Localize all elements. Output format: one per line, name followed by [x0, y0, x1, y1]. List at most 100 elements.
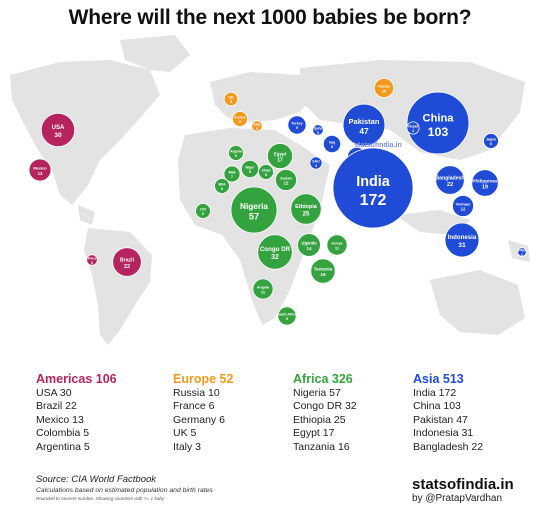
bubble-value-label: 31: [458, 242, 466, 249]
bubble-indonesia: [444, 222, 480, 258]
legend-item: France 6: [173, 400, 215, 413]
legend-europe: Europe 52 Russia 10 France 6 Germany 6 U…: [173, 372, 298, 454]
legend-item: Colombia 5: [36, 427, 90, 440]
bubble-mexico: [28, 158, 52, 182]
bubble-ethiopia: [290, 193, 322, 225]
bubble-value-label: 19: [482, 185, 488, 191]
legend-heading: Europe 52: [173, 372, 234, 386]
bubble-name-label: Russia: [378, 85, 390, 89]
bubble-name-label: Philippines: [472, 178, 498, 184]
legend-americas: Americas 106 USA 30 Brazil 22 Mexico 13 …: [36, 372, 161, 454]
bubble-nepal: [406, 121, 420, 135]
bubble-pakistan: [342, 103, 386, 147]
legend-item: Russia 10: [173, 387, 220, 399]
bubble-congo-dr: [257, 234, 293, 270]
bubble-name-label: Mexico: [33, 166, 47, 171]
bubble-name-label: Japen: [486, 138, 496, 142]
bubble-value-label: 3: [317, 131, 319, 135]
bubble-value-label: 11: [261, 290, 266, 295]
legend-item: India 172: [413, 387, 457, 399]
bubble-name-label: USA: [52, 125, 65, 131]
bubble-philippines: [471, 169, 499, 197]
bubble-value-label: 5: [230, 100, 232, 104]
bubble-value-label: 47: [359, 126, 369, 136]
bubble-name-label: India: [356, 174, 391, 190]
bubble-name-label: Algeria: [230, 150, 242, 154]
legend-item: Pakistan 47: [413, 413, 468, 426]
bubble-name-label: CIV: [200, 208, 207, 212]
bubble-uk: [223, 91, 239, 107]
bubble-france: [232, 111, 248, 127]
bubble-value-label: 6: [202, 212, 204, 216]
bubble-japen: [483, 133, 499, 149]
land-shape: [10, 60, 160, 205]
bubble-vietnam: [452, 195, 474, 217]
bubble-png: [517, 247, 527, 257]
bubble-sudan: [275, 169, 297, 191]
bubble-name-label: Mali: [229, 171, 236, 175]
legend-heading: Americas 106: [36, 372, 117, 386]
bubble-value-label: 6: [239, 120, 241, 124]
bubble-value-label: 4: [412, 129, 414, 133]
bubble-value-label: 7: [231, 175, 233, 179]
legend-item: Brazil 22: [36, 400, 77, 413]
legend-item: USA 30: [36, 387, 72, 399]
bubble-value-label: 25: [303, 210, 310, 217]
bubble-bangladesh: [435, 165, 465, 195]
bubble-name-label: Sudan: [280, 177, 292, 181]
bubble-value-label: 11: [335, 246, 340, 251]
legend-heading: Asia 513: [413, 372, 464, 386]
bubble-niger: [240, 159, 260, 179]
bubble-name-label: Chad: [262, 169, 271, 173]
bubble-name-label: SAU: [312, 160, 320, 164]
legend-item: Egypt 17: [293, 427, 335, 440]
rounding-note: Rounded to nearest number. Showing count…: [36, 496, 165, 501]
bubble-name-label: Vietnam: [456, 203, 471, 207]
legend-item: Congo DR 32: [293, 400, 357, 413]
bubble-value-label: 103: [428, 125, 449, 139]
bubble-value-label: 172: [360, 192, 387, 209]
bubble-angola: [252, 278, 274, 300]
bubble-name-label: Turkey: [291, 122, 302, 126]
bubble-india: [332, 147, 414, 229]
bubble-value-label: 3: [91, 261, 93, 265]
bubble-name-label: Bangladesh: [435, 175, 464, 181]
legend-item: Mexico 13: [36, 413, 84, 426]
bubble-value-label: 10: [382, 89, 386, 93]
legend-item: Bangladesh 22: [413, 440, 484, 453]
source-note: Source: CIA World Factbook: [36, 474, 157, 485]
bubble-value-label: 6: [490, 142, 492, 146]
bubble-name-label: Angola: [257, 286, 270, 290]
bubble-map: USA30Mexico13Brazil22Peru3UK5France6Ital…: [10, 35, 530, 345]
bubble-value-label: 12: [461, 207, 466, 212]
bubble-name-label: Congo DR: [260, 246, 291, 253]
bubble-name-label: Nigeria: [240, 202, 268, 211]
bubble-name-label: Ethiopia: [295, 204, 318, 210]
bubble-value-label: 14: [306, 246, 312, 251]
bubble-value-label: 32: [271, 254, 279, 261]
bubble-value-label: 6: [265, 173, 267, 177]
bubble-civ: [195, 203, 211, 219]
calculation-note: Calculations based on estimated populati…: [36, 487, 213, 494]
legend-africa: Africa 326 Nigeria 57 Congo DR 32 Ethiop…: [293, 372, 418, 454]
bubble-name-label: Indonesia: [448, 234, 477, 241]
bubble-name-label: PNG: [518, 249, 526, 253]
bubble-value-label: 3: [256, 127, 258, 131]
bubble-uganda: [297, 233, 321, 257]
bubble-name-label: Niger: [246, 166, 256, 170]
bubble-name-label: Egypt: [274, 151, 287, 156]
bubble-south-africa: [277, 306, 297, 326]
brand-text: statsofindia.in: [412, 476, 514, 493]
page-title: Where will the next 1000 babies be born?: [68, 6, 472, 29]
bubble-turkey: [287, 115, 307, 135]
bubble-russia: [373, 77, 395, 99]
bubble-chad: [258, 164, 274, 180]
bubble-name-label: Pakistan: [349, 117, 380, 126]
watermark: statsofindia.in: [354, 142, 401, 149]
legend-item: Nigeria 57: [293, 387, 341, 399]
bubble-value-label: 57: [249, 212, 259, 222]
bubble-name-label: Iraq: [329, 141, 335, 145]
bubble-syria: [312, 124, 324, 136]
bubble-tanzania: [310, 258, 336, 284]
bubble-name-label: UK: [228, 96, 234, 100]
